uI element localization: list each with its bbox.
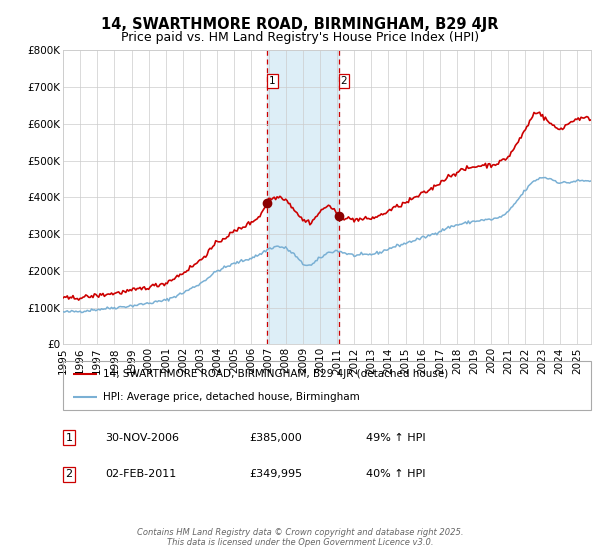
- Text: 14, SWARTHMORE ROAD, BIRMINGHAM, B29 4JR: 14, SWARTHMORE ROAD, BIRMINGHAM, B29 4JR: [101, 17, 499, 32]
- Text: 30-NOV-2006: 30-NOV-2006: [105, 433, 179, 443]
- Text: Contains HM Land Registry data © Crown copyright and database right 2025.
This d: Contains HM Land Registry data © Crown c…: [137, 528, 463, 547]
- Text: 2: 2: [341, 76, 347, 86]
- Text: 40% ↑ HPI: 40% ↑ HPI: [366, 469, 425, 479]
- Text: 2: 2: [65, 469, 73, 479]
- Text: 1: 1: [65, 433, 73, 443]
- Text: 49% ↑ HPI: 49% ↑ HPI: [366, 433, 425, 443]
- Text: Price paid vs. HM Land Registry's House Price Index (HPI): Price paid vs. HM Land Registry's House …: [121, 31, 479, 44]
- Text: HPI: Average price, detached house, Birmingham: HPI: Average price, detached house, Birm…: [103, 391, 359, 402]
- Text: £349,995: £349,995: [249, 469, 302, 479]
- Text: 1: 1: [269, 76, 276, 86]
- Text: £385,000: £385,000: [249, 433, 302, 443]
- Bar: [267, 50, 338, 344]
- Text: 02-FEB-2011: 02-FEB-2011: [105, 469, 176, 479]
- Text: 14, SWARTHMORE ROAD, BIRMINGHAM, B29 4JR (detached house): 14, SWARTHMORE ROAD, BIRMINGHAM, B29 4JR…: [103, 369, 448, 379]
